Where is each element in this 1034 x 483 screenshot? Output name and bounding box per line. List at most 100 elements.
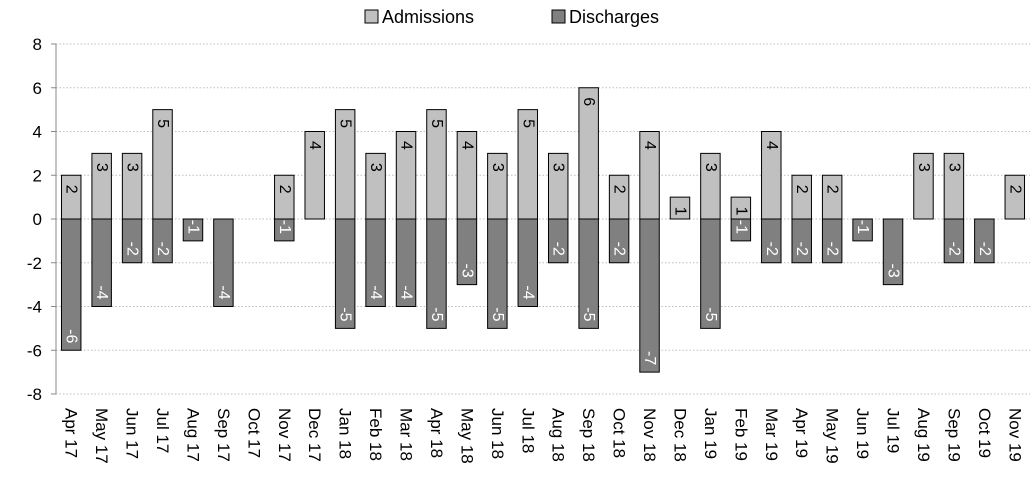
data-labels: 2 3 3 5 2 4 5 3 4 5 4 3 5 3 6 2 4 1 3 1 4 2 2 3 3 2 -6 -4 -2 -2 -1 -4 -1… (63, 97, 1024, 365)
data-label: 5 (428, 119, 445, 128)
bar-discharges (213, 218, 234, 307)
data-label: -2 (550, 242, 567, 256)
bars (60, 87, 1026, 373)
legend-label: Admissions (382, 7, 474, 27)
bar-discharges (943, 218, 965, 264)
x-tick-label: Feb 18 (366, 408, 385, 461)
bar-discharges (882, 218, 904, 286)
data-label: -5 (489, 307, 506, 321)
data-label: 3 (945, 163, 962, 172)
data-label: -5 (428, 307, 445, 321)
data-label: 4 (306, 141, 323, 150)
x-tick-label: Jan 18 (336, 408, 355, 459)
data-label: 5 (519, 119, 536, 128)
y-tick-label: 8 (33, 35, 42, 54)
bar-discharges (274, 218, 295, 242)
x-tick-label: Sep 18 (579, 408, 598, 462)
data-label: -2 (824, 242, 841, 256)
bar-discharges (487, 218, 508, 329)
bar-discharges (152, 218, 173, 264)
data-label: -2 (763, 242, 780, 256)
data-label: 3 (93, 163, 110, 172)
y-tick-label: -4 (27, 298, 42, 317)
data-label: -5 (702, 307, 719, 321)
data-label: -5 (337, 307, 354, 321)
data-label: 2 (1006, 185, 1023, 194)
x-tick-label: Apr 18 (427, 408, 446, 458)
data-label: -1 (276, 220, 293, 234)
bar-admissions (1004, 174, 1026, 220)
x-tick-label: Nov 19 (1005, 408, 1024, 462)
x-tick-label: Mar 19 (762, 408, 781, 461)
data-label: 1 (732, 207, 749, 216)
data-label: 3 (124, 163, 141, 172)
data-label: -4 (215, 285, 232, 299)
x-tick-label: Aug 19 (914, 408, 933, 462)
x-tick-label: Oct 18 (610, 408, 629, 458)
bar-discharges (456, 218, 478, 286)
x-tick-label: Jan 19 (701, 408, 720, 459)
bar-discharges (821, 218, 843, 264)
bar-discharges (121, 218, 143, 264)
data-label: 3 (550, 163, 567, 172)
x-tick-label: Jun 17 (123, 408, 142, 459)
y-axis: -8 -6 -4 -2 0 2 4 6 8 (27, 35, 57, 404)
data-label: 2 (793, 185, 810, 194)
data-label: -2 (611, 242, 628, 256)
bar-discharges (761, 218, 782, 264)
data-label: 4 (641, 141, 658, 150)
bar-admissions (821, 174, 843, 220)
x-tick-label: Sep 19 (944, 408, 963, 462)
x-tick-label: Dec 17 (305, 408, 324, 462)
data-label: -2 (154, 242, 171, 256)
y-tick-label: 4 (33, 123, 42, 142)
data-label: -3 (885, 264, 902, 278)
data-label: 2 (824, 185, 841, 194)
data-label: 4 (763, 141, 780, 150)
bar-admissions (791, 174, 812, 220)
legend-swatch (364, 9, 379, 24)
data-label: -7 (641, 351, 658, 365)
x-tick-label: May 17 (92, 408, 111, 464)
data-label: -5 (580, 307, 597, 321)
bar-admissions (60, 174, 82, 220)
x-tick-label: Feb 19 (731, 408, 750, 461)
x-tick-label: Jul 19 (884, 408, 903, 453)
bar-discharges (639, 218, 660, 373)
x-tick-label: Jul 18 (518, 408, 537, 453)
data-label: 2 (63, 185, 80, 194)
data-label: -2 (976, 242, 993, 256)
bar-discharges (365, 218, 386, 307)
x-tick-label: Oct 19 (975, 408, 994, 458)
data-label: -2 (793, 242, 810, 256)
data-label: 4 (398, 141, 415, 150)
legend-label: Discharges (569, 7, 659, 27)
legend: Admissions Discharges (364, 7, 659, 27)
x-tick-label: May 18 (457, 408, 476, 464)
x-tick-label: Apr 17 (62, 408, 81, 458)
x-tick-label: May 19 (823, 408, 842, 464)
x-tick-label: Dec 18 (670, 408, 689, 462)
bar-discharges (426, 218, 447, 329)
x-tick-label: Jun 19 (853, 408, 872, 459)
data-label: -6 (63, 329, 80, 343)
data-label: -4 (367, 285, 384, 299)
bar-discharges (334, 218, 356, 329)
x-tick-label: Jun 18 (488, 408, 507, 459)
data-label: 3 (367, 163, 384, 172)
data-label: -4 (93, 285, 110, 299)
data-label: -2 (945, 242, 962, 256)
bar-discharges (700, 218, 721, 329)
bar-discharges (547, 218, 569, 264)
x-tick-label: Sep 17 (214, 408, 233, 462)
x-tick-label: Apr 19 (792, 408, 811, 458)
y-tick-label: -6 (27, 341, 42, 360)
data-label: -1 (854, 220, 871, 234)
x-tick-label: Nov 17 (275, 408, 294, 462)
data-label: -4 (519, 285, 536, 299)
bar-discharges (608, 218, 630, 264)
data-label: -3 (458, 264, 475, 278)
x-tick-label: Jul 17 (153, 408, 172, 453)
bar-admissions (913, 152, 934, 220)
bar-discharges (791, 218, 812, 264)
